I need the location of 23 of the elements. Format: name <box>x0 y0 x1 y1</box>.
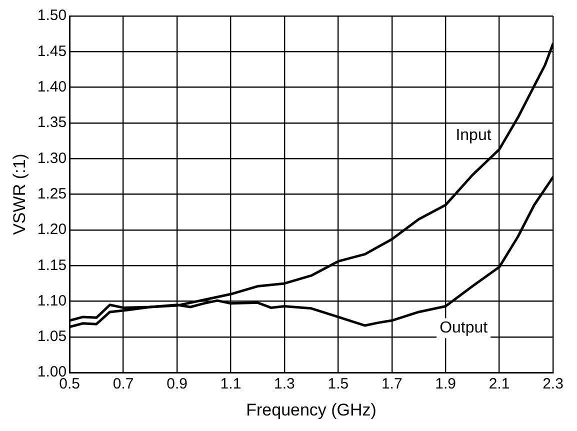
x-tick-label: 1.3 <box>274 376 295 393</box>
y-tick-label: 1.10 <box>37 292 67 310</box>
series-label: Input <box>456 126 492 144</box>
y-tick-label: 1.45 <box>37 42 67 60</box>
x-axis-title: Frequency (GHz) <box>246 400 376 420</box>
x-tick-label: 0.9 <box>166 376 188 393</box>
x-tick-label: 2.3 <box>542 376 564 393</box>
x-tick-label: 1.7 <box>381 376 402 393</box>
y-tick-label: 1.05 <box>37 328 67 346</box>
y-tick-label: 1.50 <box>37 7 67 24</box>
series-label: Output <box>440 320 488 337</box>
y-tick-label: 1.35 <box>37 114 67 132</box>
x-tick-label: 1.5 <box>328 376 349 393</box>
y-tick-label: 1.30 <box>37 150 67 167</box>
y-tick-label: 1.40 <box>37 78 67 96</box>
y-tick-label: 1.20 <box>37 221 67 238</box>
y-tick-label: 1.15 <box>37 256 67 274</box>
y-axis-title: VSWR (:1) <box>10 154 29 235</box>
x-tick-label: 0.7 <box>112 376 134 393</box>
x-tick-label: 1.1 <box>220 376 242 393</box>
y-tick-label: 1.25 <box>37 185 67 202</box>
x-tick-label: 2.1 <box>488 376 510 393</box>
x-tick-label: 1.9 <box>435 376 456 393</box>
